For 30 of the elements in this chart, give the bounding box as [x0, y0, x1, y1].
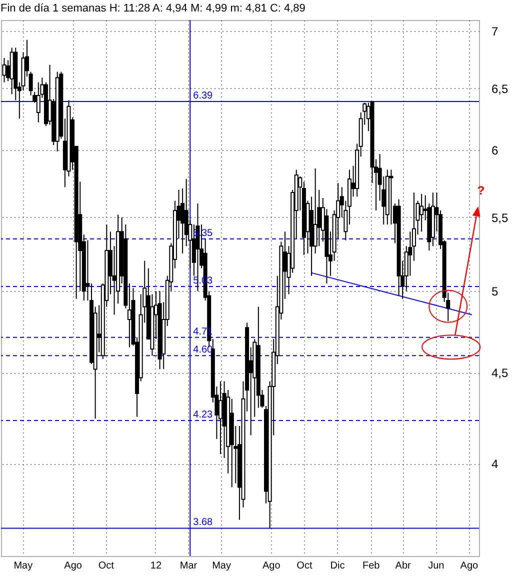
x-tick-label: Mar	[180, 560, 198, 572]
x-tick-label: Feb	[362, 560, 380, 572]
y-tick-label: 5,5	[492, 210, 509, 225]
y-tick-label: 5	[492, 284, 498, 299]
y-tick-label: 4,5	[492, 366, 509, 380]
x-tick-label: May	[212, 560, 231, 572]
x-tick-label: Abr	[395, 560, 412, 572]
chart-title: Fin de día 1 semanas H: 11:28 A: 4,94 M: 4,99 m: 4,81 C: 4,89	[0, 2, 306, 14]
ref-line-label: 3.68	[193, 517, 214, 528]
ref-line-label: 6.39	[193, 90, 214, 102]
candlestick	[36, 82, 40, 123]
x-tick-label: Jun	[428, 560, 444, 572]
x-tick-label: May	[14, 560, 33, 572]
x-tick-label: Dic	[330, 560, 345, 572]
ref-line-label: 4.23	[193, 409, 214, 420]
y-tick-label: 7	[492, 24, 498, 38]
y-tick-label: 4	[492, 457, 498, 472]
candlestick	[313, 168, 318, 254]
x-tick-label: Ago	[262, 560, 281, 572]
y-tick-label: 6	[492, 144, 498, 158]
x-tick-label: Ago	[460, 560, 479, 572]
x-tick-label: 12	[150, 560, 162, 572]
candlestick	[218, 380, 222, 455]
candlestick	[420, 193, 424, 232]
x-tick-label: Oct	[98, 560, 114, 572]
x-tick-label: Oct	[296, 560, 312, 572]
x-tick-label: Ago	[64, 560, 82, 572]
y-tick-label: 6,5	[492, 82, 509, 96]
candlestick	[389, 169, 394, 226]
annotation: ?	[477, 183, 485, 198]
